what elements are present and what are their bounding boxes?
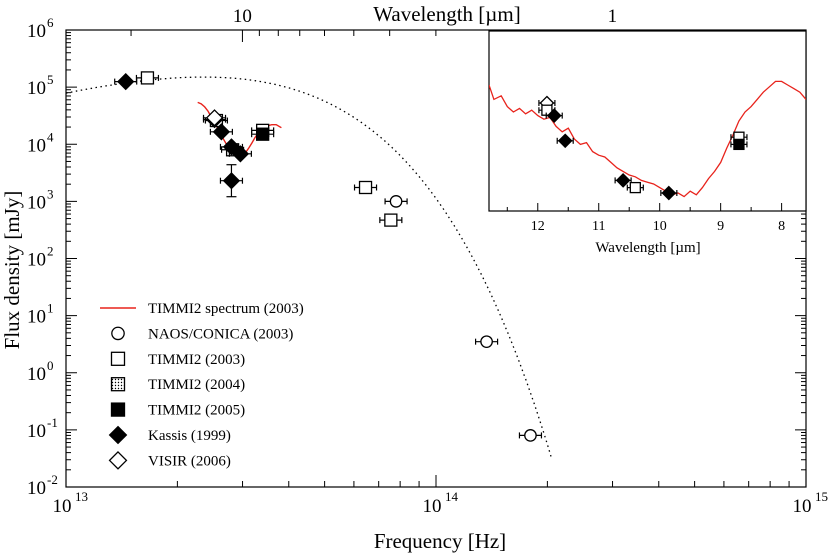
legend-swatch: [110, 377, 126, 392]
legend-swatch: [110, 351, 126, 366]
x-tick-exponent: 14: [445, 489, 459, 504]
x-tick-exponent: 13: [75, 489, 88, 504]
data-point: [205, 109, 224, 127]
series-naos-conica-2003: [384, 195, 543, 442]
y-tick-exponent: 5: [47, 72, 54, 87]
series-timmi2-2003: [135, 71, 403, 227]
data-layer: [114, 71, 543, 442]
inset-data-point: [629, 181, 641, 194]
inset-x-axis-title: Wavelength [µm]: [595, 240, 700, 256]
top-axis-title: Wavelength [µm]: [373, 2, 520, 26]
data-point: [117, 72, 135, 91]
series-timmi2-2005: [251, 127, 275, 141]
y-tick-label: 10: [27, 478, 46, 499]
inset-tick-label: 9: [717, 219, 724, 234]
inset-data-point: [546, 108, 562, 123]
y-tick-label: 10: [27, 21, 46, 42]
legend-swatch: [108, 425, 128, 445]
legend-label: VISIR (2006): [148, 453, 231, 469]
model-curve: [65, 76, 552, 458]
y-tick-label: 10: [27, 135, 46, 156]
data-point: [358, 180, 373, 195]
x-tick-exponent: 15: [815, 489, 828, 504]
inset-data-point: [615, 173, 631, 188]
data-point: [231, 145, 250, 163]
y-tick-exponent: -2: [47, 472, 58, 487]
inset-tick-label: 10: [653, 219, 667, 234]
data-point: [140, 71, 155, 85]
y-axis-title: Flux density [mJy]: [0, 191, 24, 350]
data-point: [255, 127, 270, 141]
inset-data-layer: [489, 80, 806, 201]
inset-data-point: [661, 185, 677, 201]
legend-label: TIMMI2 spectrum (2003): [148, 301, 304, 317]
y-tick-exponent: 3: [47, 186, 54, 201]
legend-swatch: [111, 326, 125, 341]
data-point: [389, 195, 403, 208]
legend-label: NAOS/CONICA (2003): [148, 326, 293, 342]
inset-data-point: [733, 138, 745, 151]
y-tick-label: 10: [27, 307, 46, 328]
data-point: [384, 213, 398, 227]
y-tick-label: 10: [27, 364, 46, 385]
y-tick-exponent: 6: [47, 15, 54, 30]
y-tick-label: 10: [27, 192, 46, 213]
legend: TIMMI2 spectrum (2003) NAOS/CONICA (2003)…: [100, 301, 304, 470]
y-tick-label: 10: [27, 421, 46, 442]
inset-tick-label: 12: [531, 219, 545, 234]
inset-spectrum-line: [489, 80, 806, 198]
data-point: [524, 429, 537, 442]
x-tick-label: 10: [53, 496, 72, 517]
top-tick-label: 10: [233, 6, 252, 27]
x-tick-label: 10: [793, 496, 812, 517]
y-tick-exponent: -1: [47, 415, 58, 430]
y-tick-exponent: 2: [47, 244, 54, 259]
legend-label: TIMMI2 (2004): [148, 377, 245, 393]
data-point: [212, 123, 231, 141]
series-kassis-1999: [114, 72, 252, 198]
inset-plot: 12 11 10 9 8: [488, 30, 807, 234]
y-tick-label: 10: [27, 250, 46, 271]
y-tick-exponent: 1: [47, 301, 54, 316]
inset-frame: [488, 30, 807, 212]
x-tick-label: 10: [423, 496, 442, 517]
legend-swatch: [110, 402, 126, 417]
inset-tick-label: 8: [778, 219, 785, 234]
inset-data-point: [557, 133, 573, 149]
x-axis-title: Frequency [Hz]: [374, 529, 506, 553]
data-point: [222, 172, 241, 190]
top-tick-label: 1: [608, 6, 618, 27]
y-tick-label: 10: [27, 78, 46, 99]
y-tick-exponent: 0: [47, 358, 54, 373]
inset-tick-label: 11: [592, 219, 605, 234]
legend-label: TIMMI2 (2005): [148, 403, 245, 419]
legend-swatch: [108, 451, 128, 470]
series-visir-2006: [202, 109, 227, 127]
data-point: [480, 335, 493, 349]
y-tick-exponent: 4: [47, 129, 54, 144]
legend-label: TIMMI2 (2003): [148, 352, 245, 368]
legend-label: Kassis (1999): [148, 428, 231, 444]
